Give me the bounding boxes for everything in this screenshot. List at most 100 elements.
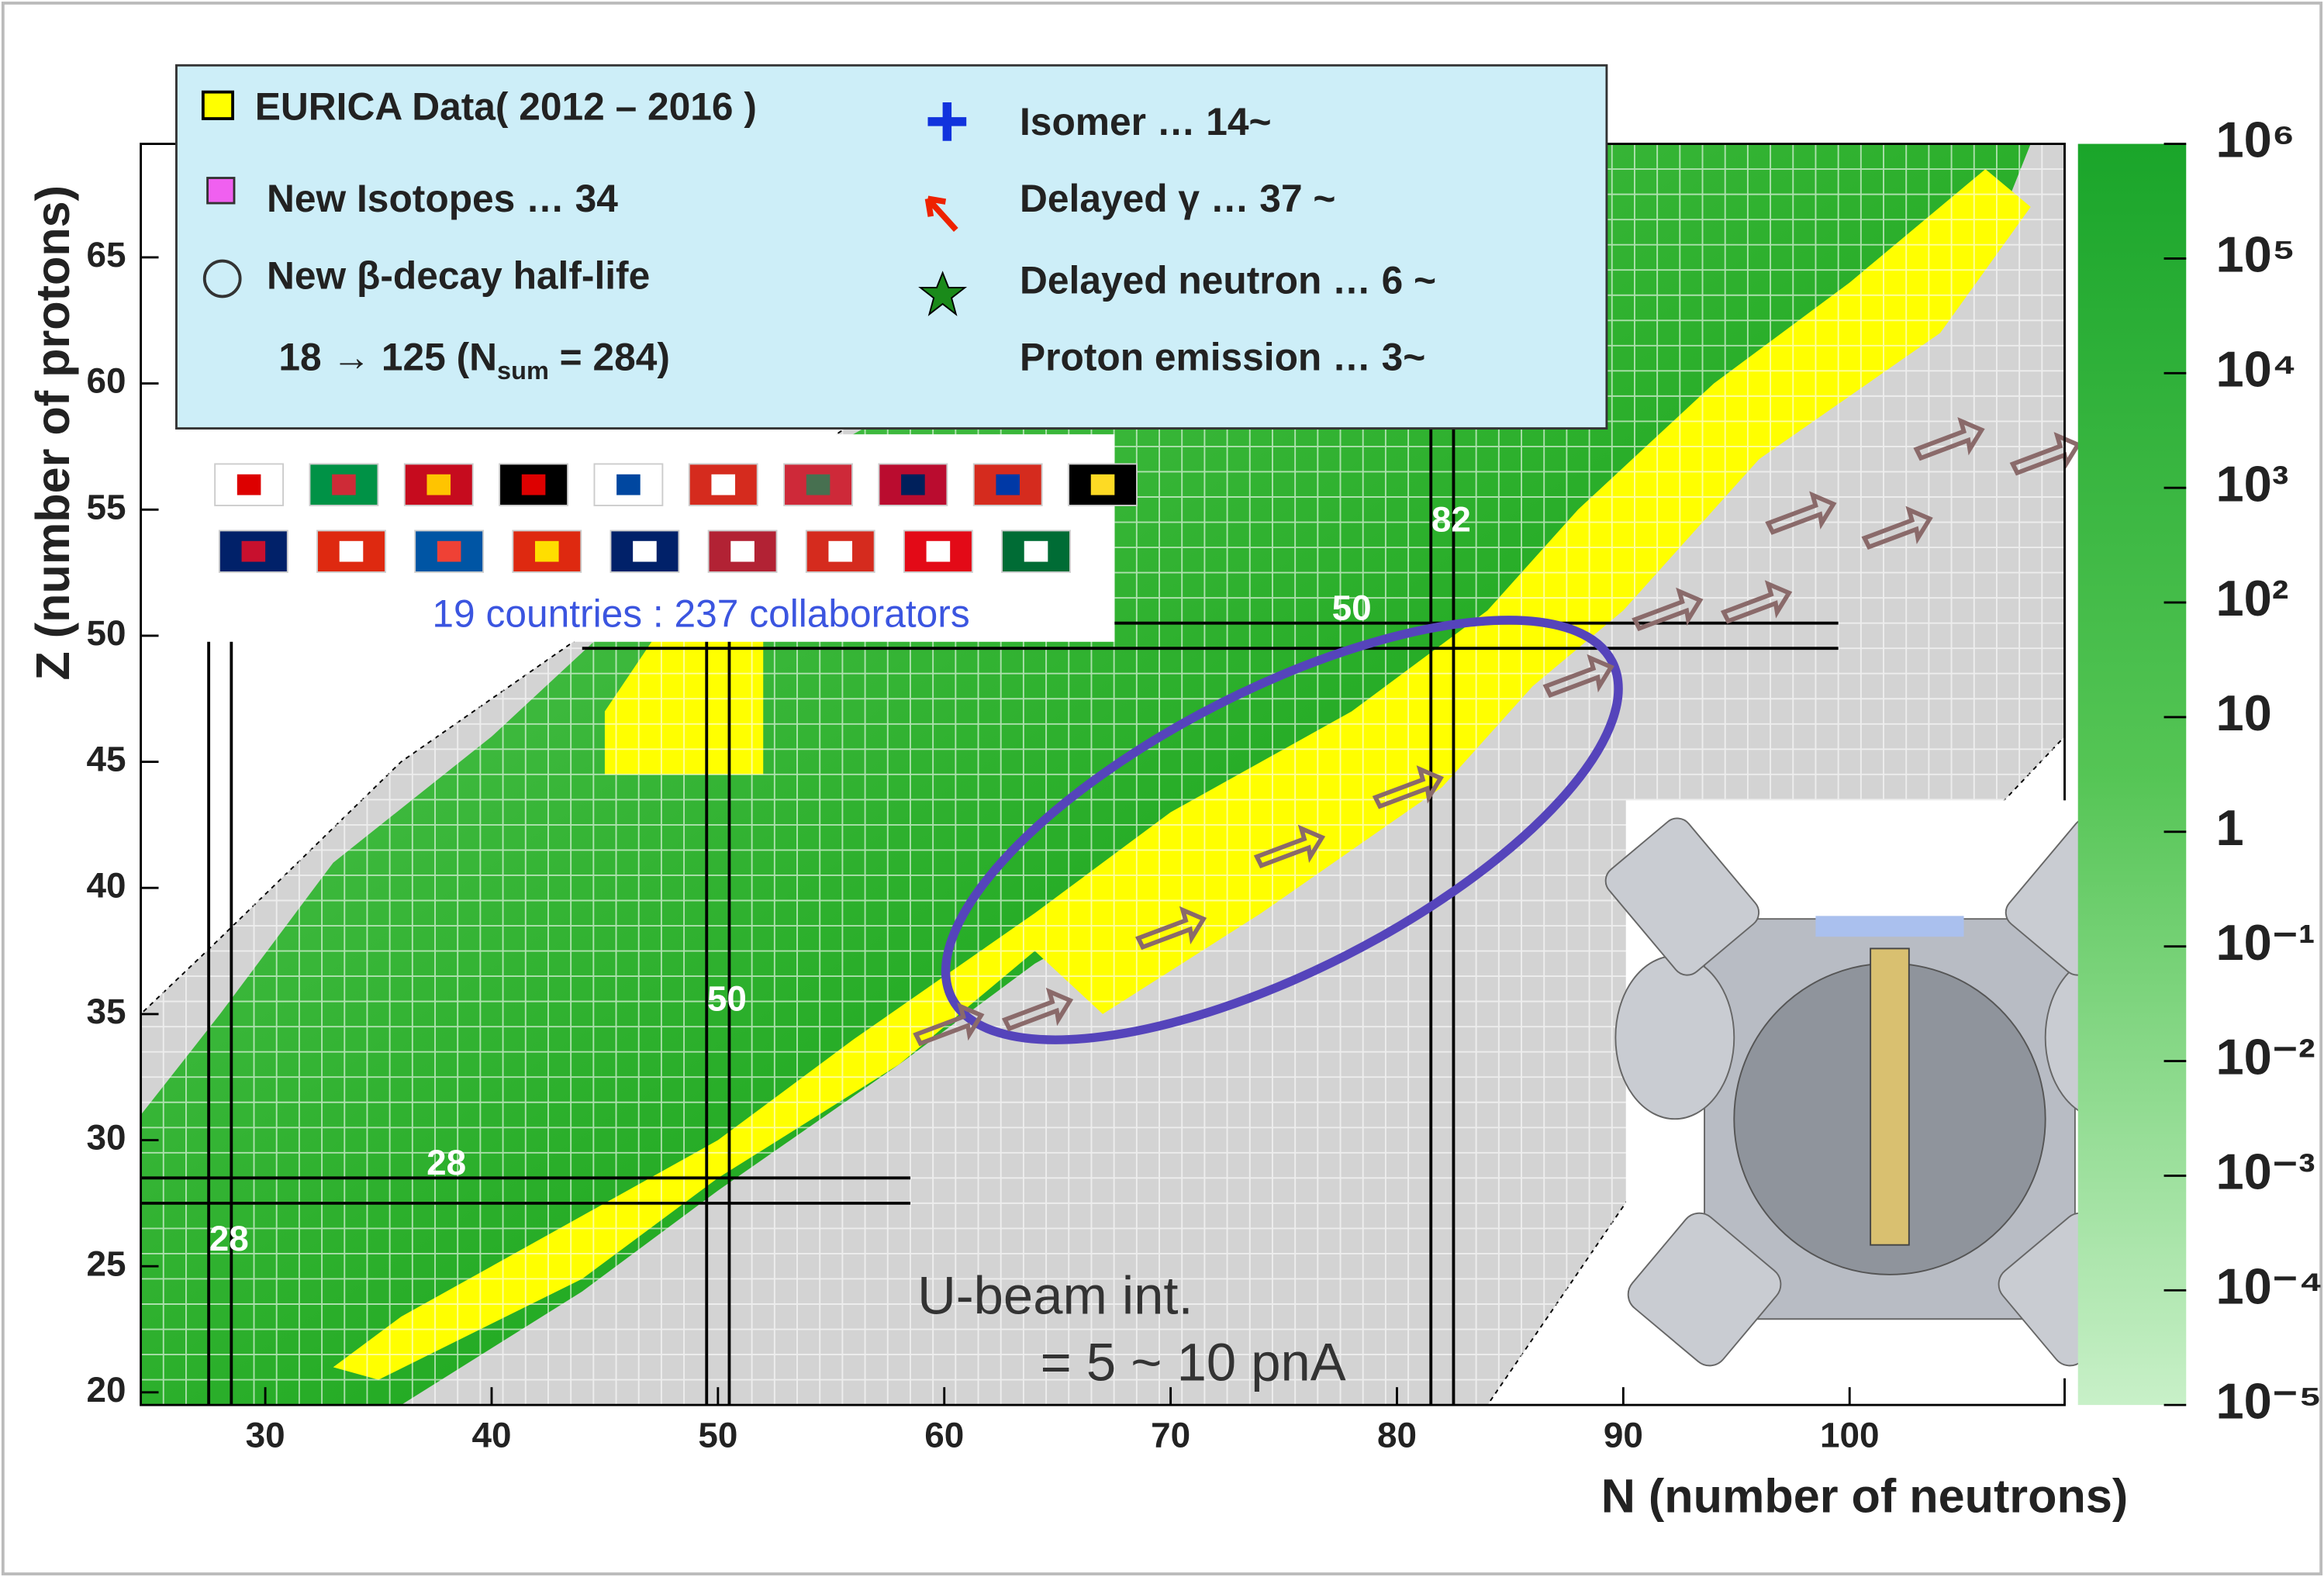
y-tick-label: 30 bbox=[86, 1117, 126, 1158]
flag-detail bbox=[926, 540, 951, 562]
beam-text: U-beam int. bbox=[917, 1266, 1193, 1326]
legend-text: Isomer … 14~ bbox=[1020, 100, 1272, 143]
highlight-ellipse bbox=[941, 616, 1623, 1044]
detector-can bbox=[1627, 1212, 1782, 1367]
legend: EURICA Data( 2012 – 2016 ) New Isotopes … bbox=[175, 64, 1608, 430]
y-tick-label: 50 bbox=[86, 613, 126, 653]
flag-detail bbox=[901, 474, 925, 495]
flag-detail bbox=[806, 474, 830, 495]
flag-detail bbox=[633, 540, 657, 562]
r-process-arrow bbox=[1720, 580, 1793, 624]
flag-detail bbox=[996, 474, 1020, 495]
flag-detail bbox=[711, 474, 736, 495]
colorbar-tick-label: 10⁵ bbox=[2215, 226, 2295, 283]
y-tick-label: 55 bbox=[86, 486, 126, 526]
beam-text: = 5 ~ 10 pnA bbox=[1041, 1333, 1346, 1392]
flag-detail bbox=[1090, 474, 1115, 495]
detector-plate bbox=[1815, 916, 1964, 937]
r-process-arrow bbox=[1913, 416, 1985, 461]
x-tick-label: 40 bbox=[471, 1414, 511, 1454]
colorbar-tick-label: 10 bbox=[2215, 685, 2271, 741]
x-tick-label: 100 bbox=[1820, 1414, 1880, 1454]
flags-panel: 19 countries : 237 collaborators bbox=[192, 434, 1138, 642]
legend-text: New β-decay half-life bbox=[267, 254, 650, 298]
flag-detail bbox=[437, 540, 461, 562]
y-axis-title: Z (number of protons) bbox=[26, 185, 79, 681]
r-process-arrow bbox=[1861, 506, 1933, 550]
y-tick-label: 25 bbox=[86, 1243, 126, 1283]
legend-icon bbox=[924, 195, 958, 232]
r-process-arrow bbox=[2009, 432, 2081, 476]
r-process-arrow bbox=[1632, 587, 1704, 632]
flag-detail bbox=[1024, 540, 1048, 562]
flag-detail bbox=[828, 540, 853, 562]
colorbar-tick-label: 10⁻¹ bbox=[2215, 914, 2315, 971]
y-tick-label: 40 bbox=[86, 864, 126, 905]
legend-icon bbox=[927, 102, 967, 141]
colorbar-tick-label: 10⁻² bbox=[2215, 1029, 2315, 1085]
x-tick-label: 80 bbox=[1377, 1414, 1417, 1454]
legend-icon bbox=[201, 90, 234, 120]
legend-text: New Isotopes … 34 bbox=[267, 177, 618, 220]
flag-detail bbox=[616, 474, 641, 495]
flags bbox=[214, 463, 1138, 573]
legend-text: Delayed γ … 37 ~ bbox=[1020, 177, 1335, 220]
flag-detail bbox=[332, 474, 356, 495]
colorbar-tick-label: 10³ bbox=[2215, 455, 2288, 512]
legend-subscript: sum bbox=[497, 356, 549, 384]
x-tick-label: 50 bbox=[698, 1414, 737, 1454]
legend-text: Delayed neutron … 6 ~ bbox=[1020, 258, 1436, 302]
colorbar-tick-label: 10² bbox=[2215, 570, 2288, 626]
colorbar bbox=[2077, 143, 2187, 1406]
y-tick-label: 20 bbox=[86, 1369, 126, 1410]
flag-detail bbox=[339, 540, 364, 562]
r-process-arrow bbox=[1542, 654, 1614, 699]
y-tick-label: 60 bbox=[86, 361, 126, 401]
legend-text: Proton emission … 3~ bbox=[1020, 336, 1425, 379]
r-process-arrow bbox=[1372, 765, 1445, 809]
collaboration-text: 19 countries : 237 collaborators bbox=[432, 592, 969, 635]
r-process-arrow bbox=[1765, 491, 1837, 535]
x-tick-label: 30 bbox=[246, 1414, 285, 1454]
flag-detail bbox=[730, 540, 755, 562]
y-tick-label: 45 bbox=[86, 739, 126, 779]
colorbar-tick-label: 10⁻³ bbox=[2215, 1144, 2315, 1200]
legend-box bbox=[175, 64, 1608, 430]
legend-icon bbox=[918, 271, 968, 316]
legend-icon bbox=[202, 259, 242, 298]
colorbar-tick-label: 1 bbox=[2215, 799, 2243, 856]
colorbar-tick-label: 10⁶ bbox=[2215, 112, 2295, 168]
detector-can bbox=[1604, 817, 1760, 976]
detector-can bbox=[1614, 955, 1735, 1120]
x-axis-title: N (number of neutrons) bbox=[1601, 1470, 2128, 1523]
magic-label: 50 bbox=[1332, 587, 1372, 627]
x-tick-label: 90 bbox=[1604, 1414, 1643, 1454]
x-tick-label: 70 bbox=[1151, 1414, 1190, 1454]
magic-label: 28 bbox=[426, 1142, 466, 1182]
flag-detail bbox=[534, 540, 559, 562]
magic-label: 50 bbox=[707, 978, 747, 1019]
colorbar-tick-label: 10⁻⁵ bbox=[2215, 1372, 2322, 1429]
flag-detail bbox=[521, 474, 546, 495]
legend-text: 18 → 125 (N bbox=[278, 336, 497, 379]
r-process-arrow bbox=[913, 1002, 985, 1047]
colorbar-tick-label: 10⁻⁴ bbox=[2215, 1258, 2323, 1314]
magic-label: 28 bbox=[209, 1218, 249, 1258]
magic-label: 82 bbox=[1431, 499, 1471, 540]
x-tick-label: 60 bbox=[924, 1414, 964, 1454]
legend-text: EURICA Data( 2012 – 2016 ) bbox=[255, 85, 757, 129]
legend-text: 18 → 125 (Nsum = 284) bbox=[278, 336, 670, 385]
r-process-arrow bbox=[1253, 824, 1326, 868]
flag-detail bbox=[426, 474, 451, 495]
y-tick-label: 35 bbox=[86, 991, 126, 1031]
colorbar-tick-label: 10⁴ bbox=[2215, 340, 2296, 397]
r-process-arrow bbox=[1134, 906, 1207, 951]
detector-beampipe bbox=[1870, 947, 1910, 1246]
flag-detail bbox=[237, 474, 261, 495]
r-process-arrow bbox=[1001, 987, 1074, 1032]
legend-icon bbox=[206, 177, 236, 205]
detector-image bbox=[1604, 800, 2165, 1379]
flag bbox=[214, 463, 285, 506]
